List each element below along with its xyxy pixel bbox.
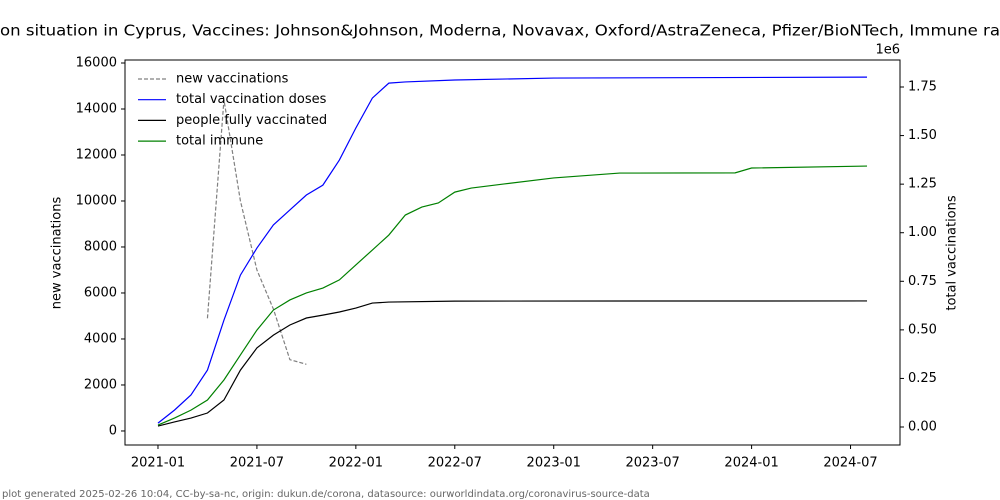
y2-offset-label: 1e6	[875, 43, 900, 58]
series-line	[157, 165, 868, 426]
x-tick-label: 2024-01	[724, 456, 778, 471]
y2-tick-label: 1.50	[908, 128, 937, 143]
x-tick-label: 2023-07	[625, 456, 679, 471]
y2-tick-label: 0.75	[908, 274, 937, 289]
y2-axis-label: total vaccinations	[945, 195, 960, 311]
y2-tick-label: 1.25	[908, 177, 937, 192]
y-tick-label: 10000	[76, 193, 117, 208]
legend-label: total vaccination doses	[176, 92, 327, 107]
y-tick-label: 14000	[76, 101, 117, 116]
y2-tick-label: 1.75	[908, 80, 937, 95]
footer: plot generated 2025-02-26 10:04, CC-by-s…	[2, 489, 650, 500]
legend-label: people fully vaccinated	[176, 113, 327, 128]
y2-tick-label: 0.50	[908, 322, 937, 337]
legend-label: new vaccinations	[176, 72, 289, 87]
y-axis-label: new vaccinations	[50, 197, 65, 310]
y-tick-label: 12000	[76, 147, 117, 162]
y-tick-label: 0	[109, 423, 117, 438]
series-line	[206, 99, 307, 365]
x-tick-label: 2024-07	[823, 456, 877, 471]
x-tick-label: 2021-07	[230, 456, 284, 471]
chart-title: on situation in Cyprus, Vaccines: Johnso…	[0, 22, 1000, 40]
y2-tick-label: 0.00	[908, 420, 937, 435]
x-tick-label: 2022-01	[329, 456, 383, 471]
series-line	[157, 300, 868, 427]
x-tick-label: 2021-01	[131, 456, 185, 471]
y2-tick-label: 0.25	[908, 371, 937, 386]
x-tick-label: 2023-01	[527, 456, 581, 471]
plot-frame	[124, 59, 901, 446]
y2-tick-label: 1.00	[908, 225, 937, 240]
series-line	[157, 76, 868, 424]
y-tick-label: 6000	[84, 285, 117, 300]
y-tick-label: 16000	[76, 55, 117, 70]
y-tick-label: 2000	[84, 377, 117, 392]
x-tick-label: 2022-07	[428, 456, 482, 471]
legend-label: total immune	[176, 134, 263, 149]
y-tick-label: 8000	[84, 239, 117, 254]
y-tick-label: 4000	[84, 331, 117, 346]
